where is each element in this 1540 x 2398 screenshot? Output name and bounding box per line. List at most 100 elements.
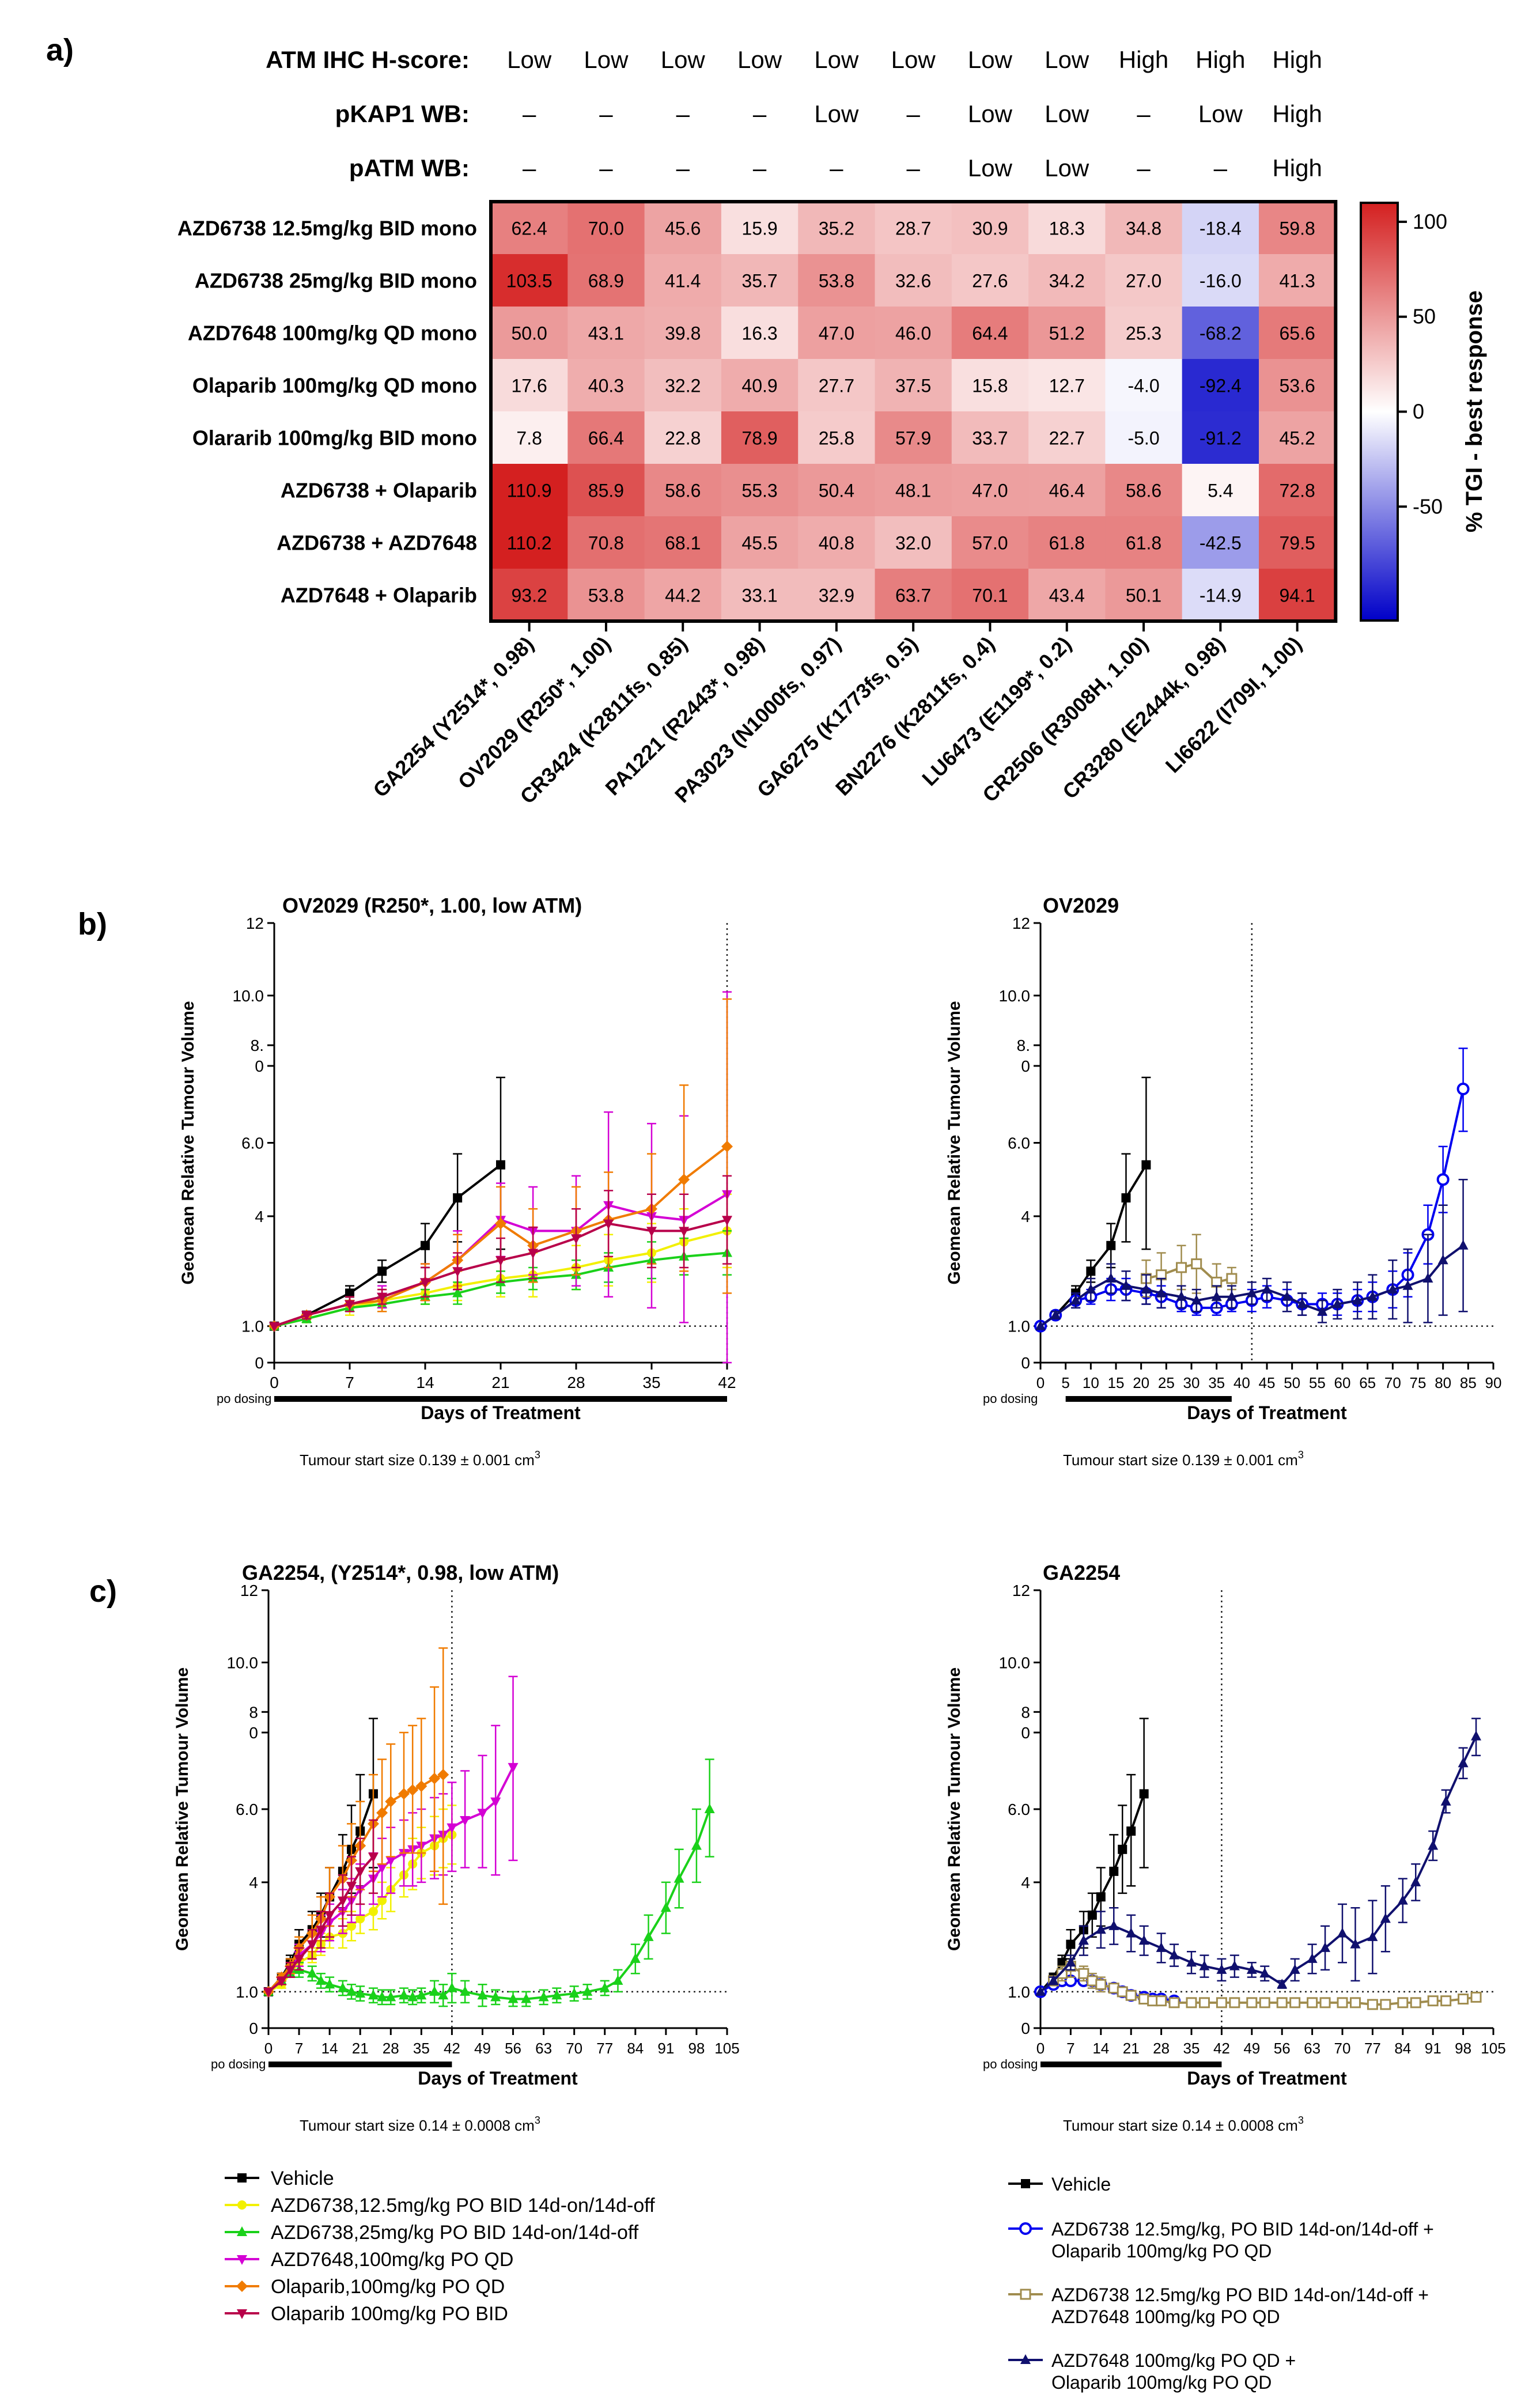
annotation-value: Low xyxy=(814,46,859,73)
marker-triangle-up xyxy=(1367,1931,1378,1941)
y-tick-label: 6.0 xyxy=(241,1134,264,1152)
y-tick-label: 6.0 xyxy=(236,1801,258,1818)
annotation-value: Low xyxy=(1045,154,1089,181)
heatmap-cell xyxy=(1182,411,1259,464)
marker-triangle-up xyxy=(1332,1298,1343,1308)
heatmap-cell xyxy=(721,254,799,307)
cell-value: 46.0 xyxy=(895,323,931,344)
heatmap-cell xyxy=(491,202,568,255)
marker-triangle-up xyxy=(477,1989,488,2000)
marker-triangle-down xyxy=(460,1816,471,1826)
x-tick-label: 40 xyxy=(1233,1374,1250,1391)
marker-triangle-up xyxy=(1471,1730,1482,1741)
marker-triangle-down xyxy=(307,1940,317,1950)
marker-triangle-down xyxy=(346,1882,357,1892)
panel-a-heatmap: a) ATM IHC H-score: Low Low Low Low Low Low Low L… xyxy=(46,33,1487,808)
x-tick-label: 42 xyxy=(444,2040,460,2057)
marker-triangle-up xyxy=(1141,1284,1152,1294)
cell-value: 32.0 xyxy=(895,533,931,554)
marker-triangle-up xyxy=(385,1991,396,2002)
marker-square-open xyxy=(1198,1997,1210,2009)
heatmap-cell xyxy=(798,411,875,464)
marker-triangle-down xyxy=(571,1234,581,1245)
annotation-value: – xyxy=(753,154,767,181)
y-tick-label: 0 xyxy=(1021,1724,1030,1742)
heatmap-cell xyxy=(1028,569,1106,622)
marker-triangle-down xyxy=(263,1987,274,1998)
marker-triangle-up xyxy=(1397,1894,1408,1905)
cell-value: -42.5 xyxy=(1200,533,1242,554)
marker-square-open xyxy=(1216,1997,1227,2009)
x-axis-label: Days of Treatment xyxy=(1187,1402,1347,1423)
heatmap-cell xyxy=(951,569,1029,622)
legend-entry: AZD6738,12.5mg/kg PO BID 14d-on/14d-off xyxy=(271,2195,655,2217)
marker-triangle-up xyxy=(538,1991,549,2002)
marker-square-open xyxy=(1427,1995,1439,2007)
panel-b-left-chart: b) OV2029 (R250*, 1.00, low ATM) 12 10.0 8. 0… xyxy=(78,894,736,1469)
x-tick-label: 42 xyxy=(1213,2040,1230,2057)
marker-triangle-up xyxy=(569,1988,580,1998)
cell-value: 70.1 xyxy=(972,585,1008,606)
row-label: AZD6738 25mg/kg BID mono xyxy=(195,269,477,293)
legend-entry: Vehicle xyxy=(1051,2174,1111,2195)
marker-square-open xyxy=(1186,1997,1197,2009)
heatmap-cell xyxy=(1182,516,1259,569)
marker-triangle-up xyxy=(1156,1942,1167,1952)
annotation-value: Low xyxy=(968,46,1013,73)
cell-value: 43.1 xyxy=(588,323,624,344)
heatmap-cell xyxy=(798,307,875,360)
heatmap-cell xyxy=(1259,307,1336,360)
marker-triangle-up xyxy=(368,1989,379,2000)
superscript: 3 xyxy=(1298,2115,1304,2126)
marker-triangle-up xyxy=(521,1993,532,2003)
annotation-value: High xyxy=(1272,46,1322,73)
cell-value: -18.4 xyxy=(1200,218,1242,239)
marker-triangle-up xyxy=(1297,1298,1308,1308)
marker-triangle-up xyxy=(1095,1924,1106,1934)
annotation-value: Low xyxy=(661,46,706,73)
x-tick-label: 21 xyxy=(491,1374,509,1391)
heatmap-cell xyxy=(1105,359,1183,412)
marker-square xyxy=(421,1240,430,1250)
marker-triangle-up xyxy=(1262,1284,1272,1294)
annotation-value: High xyxy=(1272,154,1322,181)
cell-value: -91.2 xyxy=(1200,428,1242,449)
annotation-value: – xyxy=(676,100,690,127)
row-label: AZD7648 100mg/kg QD mono xyxy=(188,322,477,345)
y-tick-label: 12 xyxy=(240,1582,258,1599)
marker-square-open xyxy=(1289,1997,1301,2009)
marker-triangle-up xyxy=(1048,1975,1059,1985)
x-tick-label: 49 xyxy=(1243,2040,1260,2057)
cell-value: 65.6 xyxy=(1280,323,1315,344)
heatmap-cell xyxy=(644,569,722,622)
x-tick-label: 21 xyxy=(1123,2040,1140,2057)
annotation-value: Low xyxy=(968,100,1013,127)
cell-value: 50.1 xyxy=(1126,585,1161,606)
dosing-bar xyxy=(1065,1396,1232,1402)
x-tick-label: 7 xyxy=(295,2040,303,2057)
heatmap-cell xyxy=(1028,307,1106,360)
x-tick-label: 5 xyxy=(1061,1374,1069,1391)
marker-square-open xyxy=(1259,1997,1270,2009)
cell-value: 41.4 xyxy=(665,271,701,292)
cell-value: -5.0 xyxy=(1127,428,1159,449)
marker-triangle-down xyxy=(495,1256,506,1266)
marker-triangle-up xyxy=(1229,1960,1240,1970)
y-tick-label: 0 xyxy=(1021,2019,1030,2037)
y-tick-label: 1.0 xyxy=(236,1983,258,2001)
annotation-value: Low xyxy=(1045,46,1089,73)
marker-square-open xyxy=(1095,1979,1107,1990)
cell-value: 35.2 xyxy=(819,218,854,239)
marker-triangle-up xyxy=(324,1979,335,1989)
x-tick-label: 90 xyxy=(1485,1374,1502,1391)
heatmap-cell xyxy=(1182,202,1259,255)
heatmap-cell xyxy=(875,202,952,255)
marker-triangle-up xyxy=(1259,1968,1270,1978)
cell-value: -16.0 xyxy=(1200,271,1242,292)
annotation-value: Low xyxy=(584,46,629,73)
panel-a-label: a) xyxy=(46,33,74,67)
marker-triangle-up xyxy=(1317,1306,1328,1316)
heatmap-cell xyxy=(1028,202,1106,255)
x-tick-label: 7 xyxy=(345,1374,354,1391)
